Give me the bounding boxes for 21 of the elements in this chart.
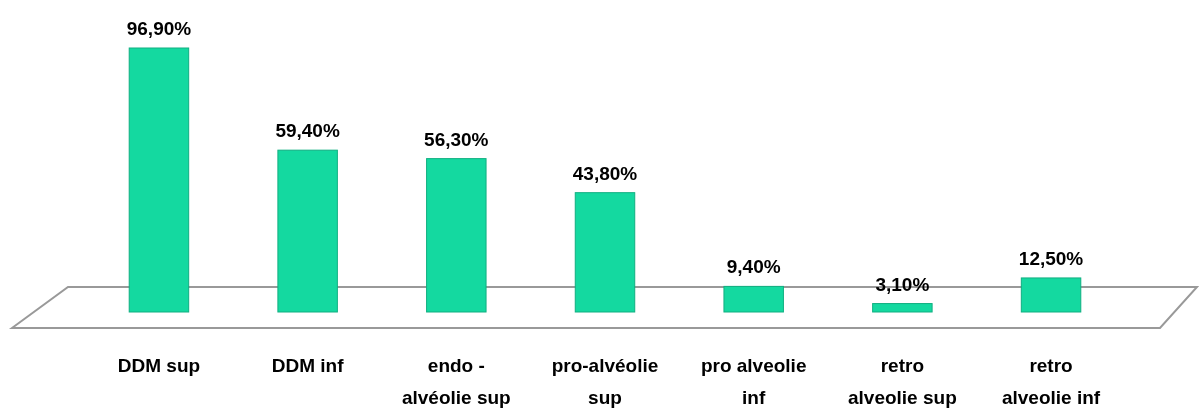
x-tick-label: pro-alvéolie sup (551, 355, 659, 408)
data-label: 12,50% (1018, 247, 1084, 269)
x-tick-label: DDM inf (271, 355, 345, 376)
bar (723, 285, 784, 313)
bar (872, 303, 933, 313)
data-label: 96,90% (126, 18, 192, 39)
bar (128, 47, 190, 313)
bar (574, 192, 636, 313)
x-tick-label: retro alveolie sup (847, 355, 957, 408)
data-label: 56,30% (424, 128, 489, 150)
data-label: 43,80% (572, 162, 638, 184)
bar (277, 149, 338, 313)
data-label: 9,40% (726, 256, 781, 278)
data-label: 3,10% (875, 273, 930, 295)
x-tick-label: retro alveolie inf (1001, 355, 1101, 408)
bar (1020, 277, 1082, 313)
x-tick-label: DDM sup (117, 355, 201, 376)
x-tick-label: endo - alvéolie sup (401, 355, 511, 408)
x-tick-label: pro alveolie inf (700, 355, 807, 408)
data-label: 59,40% (275, 120, 340, 142)
bar (426, 158, 487, 313)
